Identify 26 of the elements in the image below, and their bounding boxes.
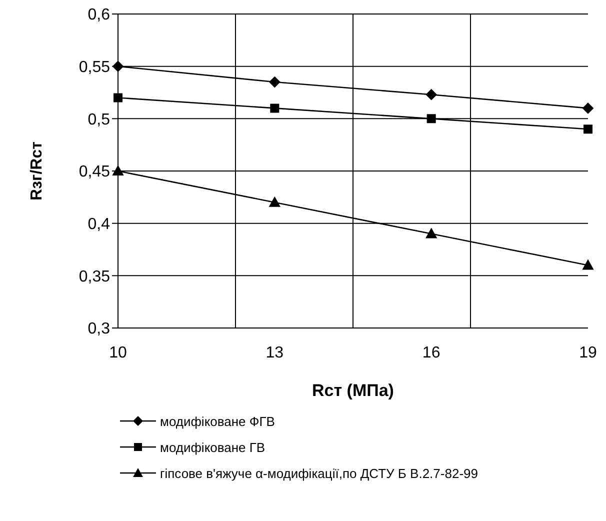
point xyxy=(426,114,436,124)
y-tick-label: 0,55 xyxy=(78,59,110,76)
legend-label: гіпсове в'яжуче α-модифікації,по ДСТУ Б В.2.7-82-99 xyxy=(160,466,478,480)
point xyxy=(269,76,280,88)
point xyxy=(426,89,437,100)
y-tick-label: 0,35 xyxy=(78,268,110,286)
point xyxy=(270,104,280,113)
y-tick-label: 0,6 xyxy=(88,6,110,24)
y-tick-label: 0,3 xyxy=(88,320,110,338)
point xyxy=(114,93,122,102)
x-tick-label: 13 xyxy=(266,344,284,362)
y-axis-title: Rзг/Rст xyxy=(28,141,46,200)
point xyxy=(582,260,594,270)
point xyxy=(269,196,280,207)
legend-label: модифіковане ГВ xyxy=(160,440,266,454)
x-axis-title: Rст (МПа) xyxy=(312,381,394,400)
x-tick-label: 19 xyxy=(579,344,597,362)
point xyxy=(584,124,592,134)
x-tick-label: 16 xyxy=(422,344,440,362)
legend-label: модифіковане ФГВ xyxy=(160,414,275,428)
y-tick-label: 0,45 xyxy=(78,164,110,181)
x-tick-label: 10 xyxy=(109,344,127,362)
point xyxy=(426,228,437,238)
point xyxy=(582,102,594,114)
y-tick-label: 0,5 xyxy=(88,111,110,128)
y-tick-label: 0,4 xyxy=(88,216,110,234)
